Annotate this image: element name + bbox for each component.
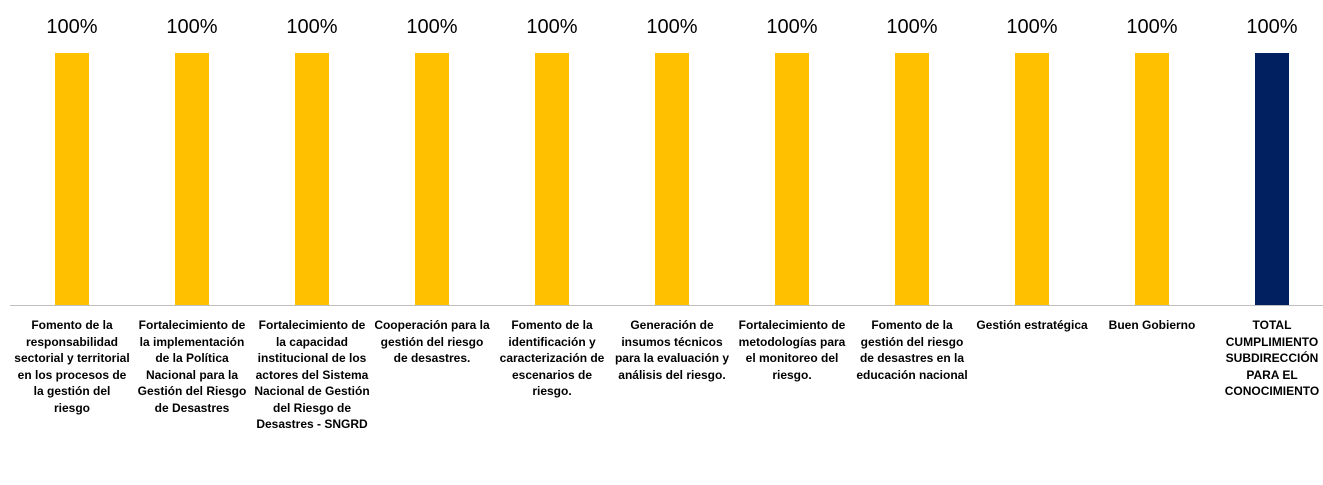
value-label: 100% [886,16,937,38]
value-label: 100% [1006,16,1057,38]
x-tick-label: TOTAL CUMPLIMIENTO SUBDIRECCIÓN PARA EL … [1224,318,1320,398]
value-label: 100% [406,16,457,38]
value-label: 100% [46,16,97,38]
x-tick-label: Fortalecimiento de metodologías para el … [738,318,846,382]
value-label: 100% [766,16,817,38]
x-tick-label: Gestión estratégica [976,318,1088,332]
value-label: 100% [286,16,337,38]
bar [55,53,89,305]
value-label: 100% [1246,16,1297,38]
bar [895,53,929,305]
bar [295,53,329,305]
bar [1135,53,1169,305]
bar [1255,53,1289,305]
bar [655,53,689,305]
value-label: 100% [166,16,217,38]
x-tick-label: Cooperación para la gestión del riesgo d… [374,318,490,365]
bar [535,53,569,305]
bar [415,53,449,305]
bar [775,53,809,305]
bar [175,53,209,305]
x-tick-label: Fomento de la gestión del riesgo de desa… [856,318,968,382]
x-tick-label: Fortalecimiento de la implementación de … [137,318,247,415]
value-label: 100% [1126,16,1177,38]
x-tick-label: Generación de insumos técnicos para la e… [614,318,730,382]
x-tick-label: Fomento de la identificación y caracteri… [499,318,605,398]
value-label: 100% [526,16,577,38]
value-label: 100% [646,16,697,38]
bar [1015,53,1049,305]
x-tick-label: Fortalecimiento de la capacidad instituc… [254,318,370,431]
x-tick-label: Buen Gobierno [1108,318,1196,332]
x-tick-label: Fomento de la responsabilidad sectorial … [14,318,130,415]
